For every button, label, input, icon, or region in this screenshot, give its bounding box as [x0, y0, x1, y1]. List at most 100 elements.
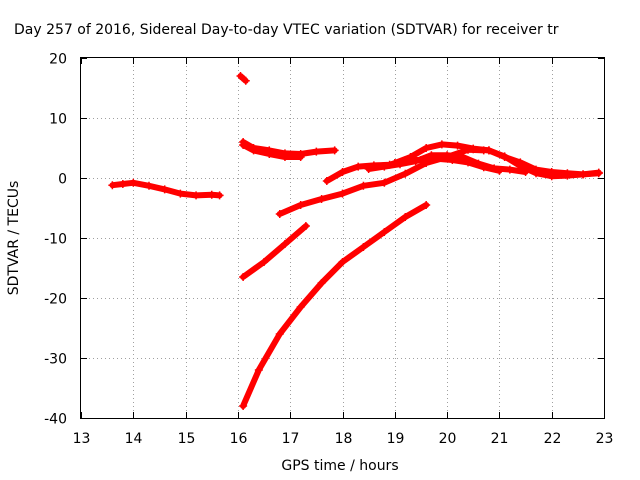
- y-tick-label: -10: [44, 232, 67, 248]
- data-point: [532, 165, 541, 174]
- data-point: [390, 159, 399, 167]
- data-point: [453, 141, 462, 150]
- data-point: [380, 228, 389, 236]
- x-tick-label: 23: [596, 431, 614, 447]
- data-point: [144, 181, 153, 190]
- data-point: [458, 153, 467, 161]
- data-point: [516, 158, 525, 167]
- data-point: [239, 402, 248, 410]
- series-6: [239, 201, 431, 410]
- data-point: [236, 72, 245, 80]
- data-point: [364, 165, 373, 173]
- data-point: [474, 159, 483, 168]
- y-tick-label: 20: [49, 52, 67, 68]
- series-line: [240, 202, 430, 409]
- data-point: [239, 273, 248, 281]
- data-point: [359, 243, 368, 251]
- data-point: [176, 189, 185, 198]
- x-tick-label: 21: [491, 431, 509, 447]
- y-tick-label: -20: [44, 292, 67, 308]
- data-point: [317, 279, 326, 287]
- data-point: [490, 164, 499, 173]
- data-point: [265, 150, 274, 158]
- data-point: [296, 201, 305, 209]
- data-point: [579, 170, 588, 179]
- plot-frame: [80, 57, 605, 419]
- series-9: [364, 151, 530, 176]
- series-1: [108, 178, 224, 200]
- x-tick-label: 18: [335, 431, 353, 447]
- series-2: [236, 72, 250, 85]
- series-4: [239, 141, 305, 161]
- data-point: [280, 153, 289, 161]
- data-point: [192, 191, 201, 200]
- data-point: [275, 210, 284, 218]
- data-point: [129, 178, 138, 187]
- x-tick-label: 13: [73, 431, 91, 447]
- y-axis-label: SDTVAR / TECUs: [6, 181, 22, 296]
- x-axis-label: GPS time / hours: [281, 458, 398, 474]
- data-point: [359, 181, 368, 190]
- data-point: [338, 168, 347, 176]
- x-tick-label: 22: [544, 431, 562, 447]
- series-layer: [108, 72, 603, 410]
- data-point: [280, 240, 289, 248]
- data-point: [118, 180, 127, 188]
- y-tick-label: -40: [44, 412, 67, 428]
- y-tick-label: -30: [44, 352, 67, 368]
- data-point: [380, 178, 389, 187]
- data-point: [108, 181, 117, 190]
- data-point: [215, 191, 224, 200]
- data-point: [354, 162, 363, 171]
- grid: [81, 58, 604, 418]
- data-point: [312, 147, 321, 156]
- data-point: [437, 140, 446, 149]
- data-point: [505, 165, 514, 174]
- x-tick-label: 17: [282, 431, 300, 447]
- data-point: [317, 195, 326, 203]
- data-point: [406, 153, 415, 161]
- series-5: [239, 222, 310, 281]
- data-point: [380, 162, 389, 171]
- data-point: [422, 144, 431, 152]
- y-tick-label: 10: [49, 112, 67, 128]
- data-point: [401, 213, 410, 221]
- data-point: [249, 146, 258, 155]
- data-point: [254, 366, 263, 374]
- data-point: [401, 169, 410, 178]
- data-point: [422, 201, 431, 209]
- data-point: [296, 153, 305, 161]
- data-point: [322, 177, 331, 185]
- series-line: [237, 73, 249, 84]
- data-point: [301, 222, 310, 230]
- x-tick-label: 16: [230, 431, 248, 447]
- data-point: [330, 146, 339, 155]
- data-point: [260, 258, 269, 266]
- data-point: [443, 151, 452, 160]
- axes: [80, 57, 605, 419]
- chart-title: Day 257 of 2016, Sidereal Day-to-day VTE…: [14, 22, 559, 38]
- x-tick-label: 19: [387, 431, 405, 447]
- data-point: [469, 145, 478, 154]
- y-tick-label: 0: [58, 172, 67, 188]
- data-point: [239, 141, 248, 149]
- x-tick-label: 14: [125, 431, 143, 447]
- data-point: [427, 151, 436, 160]
- series-11: [469, 145, 603, 179]
- data-point: [241, 76, 250, 85]
- data-point: [594, 168, 603, 177]
- data-point: [547, 168, 556, 176]
- data-point: [411, 157, 420, 166]
- data-point: [275, 330, 284, 338]
- data-point: [563, 169, 572, 178]
- data-point: [338, 258, 347, 266]
- x-tick-label: 20: [439, 431, 457, 447]
- data-point: [160, 185, 169, 194]
- data-point: [500, 153, 509, 161]
- data-point: [484, 146, 493, 155]
- data-point: [338, 189, 347, 198]
- tick-labels: 13 14 15 16 17 18 19 20 21 22 23 -40 -30 -20 -10 0 10 20: [44, 52, 613, 448]
- x-tick-label: 15: [178, 431, 196, 447]
- data-point: [296, 303, 305, 311]
